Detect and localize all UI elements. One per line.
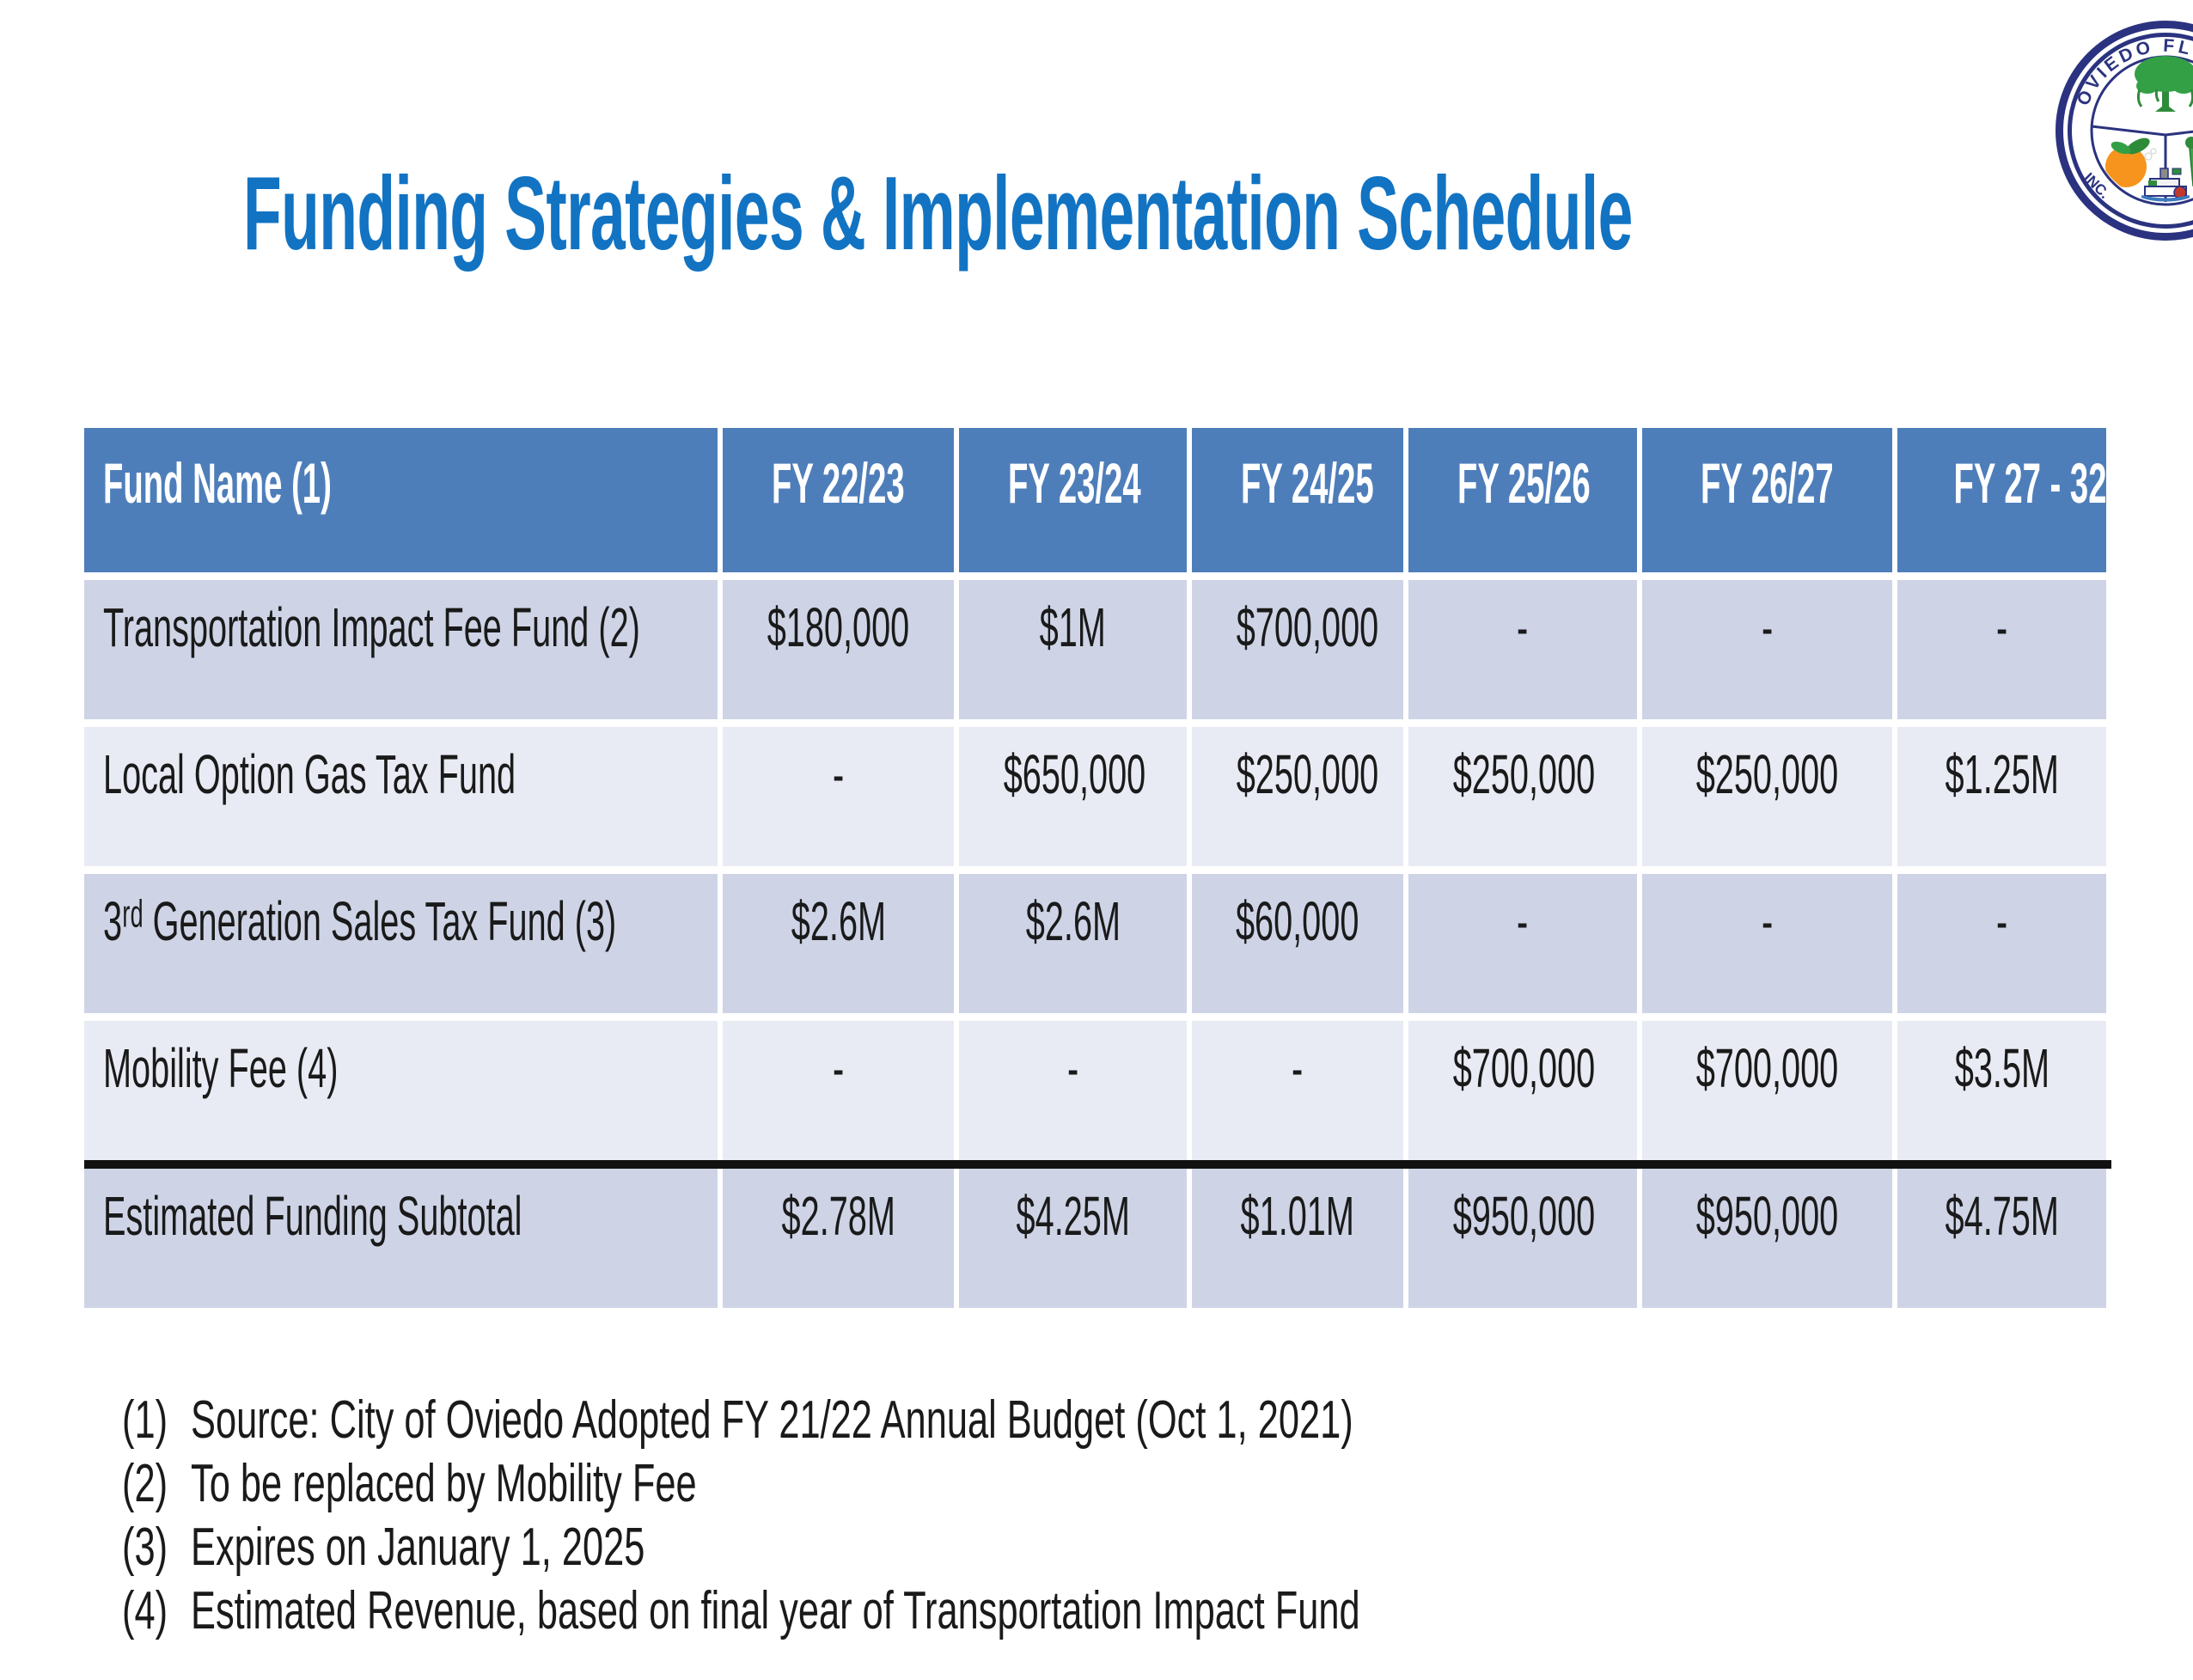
value-cell: $250,000 bbox=[1189, 723, 1408, 874]
value-cell: $2.6M bbox=[720, 870, 959, 1021]
seal-tree bbox=[2135, 56, 2193, 112]
value-cell: - bbox=[1189, 1017, 1408, 1169]
subtotal-value-cell: $950,000 bbox=[1406, 1160, 1642, 1316]
table-row: Local Option Gas Tax Fund - $650,000 $25… bbox=[84, 723, 2111, 874]
subtotal-value-cell: $4.25M bbox=[956, 1160, 1192, 1316]
fund-name-cell: 3ʳᵈ Generation Sales Tax Fund (3) bbox=[84, 870, 723, 1021]
table-row: Mobility Fee (4) - - - $700,000 $700,000… bbox=[84, 1017, 2111, 1169]
footnote-1: (1) Source: City of Oviedo Adopted FY 21… bbox=[122, 1390, 1353, 1450]
value-cell: - bbox=[1640, 576, 1897, 727]
footnote-3: (3) Expires on January 1, 2025 bbox=[122, 1518, 645, 1577]
value-cell: $650,000 bbox=[956, 723, 1192, 874]
column-header-fy-27-32: FY 27 - 32 bbox=[1895, 428, 2111, 580]
fund-name-cell: Transportation Impact Fee Fund (2) bbox=[84, 576, 723, 727]
footnote-4: (4) Estimated Revenue, based on final ye… bbox=[122, 1581, 1360, 1640]
column-header-fy-22-23: FY 22/23 bbox=[720, 428, 959, 580]
value-cell: - bbox=[956, 1017, 1192, 1169]
value-cell: - bbox=[1406, 576, 1642, 727]
table-row: Transportation Impact Fee Fund (2) $180,… bbox=[84, 576, 2111, 727]
seal-steamboat bbox=[2141, 168, 2190, 202]
column-header-fy-26-27: FY 26/27 bbox=[1640, 428, 1897, 580]
value-cell: $250,000 bbox=[1640, 723, 1897, 874]
value-cell: $2.6M bbox=[956, 870, 1192, 1021]
value-cell: $180,000 bbox=[720, 576, 959, 727]
subtotal-value-cell: $4.75M bbox=[1895, 1160, 2111, 1316]
table-row: 3ʳᵈ Generation Sales Tax Fund (3) $2.6M … bbox=[84, 870, 2111, 1021]
subtotal-value-cell: $1.01M bbox=[1189, 1160, 1408, 1316]
column-header-fy-25-26: FY 25/26 bbox=[1406, 428, 1642, 580]
city-of-oviedo-seal-logo: OVIEDO FLORIDA INC. 1925 bbox=[2056, 21, 2193, 241]
value-cell: $3.5M bbox=[1895, 1017, 2111, 1169]
value-cell: $700,000 bbox=[1406, 1017, 1642, 1169]
seal-orange bbox=[2105, 137, 2157, 187]
subtotal-value-cell: $2.78M bbox=[720, 1160, 959, 1316]
footnotes: (1) Source: City of Oviedo Adopted FY 21… bbox=[122, 1389, 1861, 1643]
value-cell: $700,000 bbox=[1640, 1017, 1897, 1169]
subtotal-row: Estimated Funding Subtotal $2.78M $4.25M… bbox=[84, 1160, 2111, 1316]
seal-celery bbox=[2185, 137, 2193, 186]
subtotal-value-cell: $950,000 bbox=[1640, 1160, 1897, 1316]
value-cell: $700,000 bbox=[1189, 576, 1408, 727]
value-cell: $250,000 bbox=[1406, 723, 1642, 874]
subtotal-label-cell: Estimated Funding Subtotal bbox=[84, 1160, 723, 1316]
value-cell: - bbox=[720, 723, 959, 874]
column-header-fund-name: Fund Name (1) bbox=[84, 428, 723, 580]
fund-name-cell: Local Option Gas Tax Fund bbox=[84, 723, 723, 874]
funding-table: Fund Name (1) FY 22/23 FY 23/24 FY 24/25… bbox=[84, 428, 2111, 1316]
value-cell: - bbox=[1895, 576, 2111, 727]
value-cell: - bbox=[720, 1017, 959, 1169]
column-header-fy-24-25: FY 24/25 bbox=[1189, 428, 1408, 580]
value-cell: $60,000 bbox=[1189, 870, 1408, 1021]
fund-name-cell: Mobility Fee (4) bbox=[84, 1017, 723, 1169]
value-cell: - bbox=[1640, 870, 1897, 1021]
footnote-2: (2) To be replaced by Mobility Fee bbox=[122, 1454, 697, 1513]
page-title: Funding Strategies & Implementation Sche… bbox=[243, 155, 1633, 272]
value-cell: - bbox=[1895, 870, 2111, 1021]
value-cell: - bbox=[1406, 870, 1642, 1021]
column-header-fy-23-24: FY 23/24 bbox=[956, 428, 1192, 580]
table-header-row: Fund Name (1) FY 22/23 FY 23/24 FY 24/25… bbox=[84, 428, 2111, 580]
value-cell: $1.25M bbox=[1895, 723, 2111, 874]
value-cell: $1M bbox=[956, 576, 1192, 727]
